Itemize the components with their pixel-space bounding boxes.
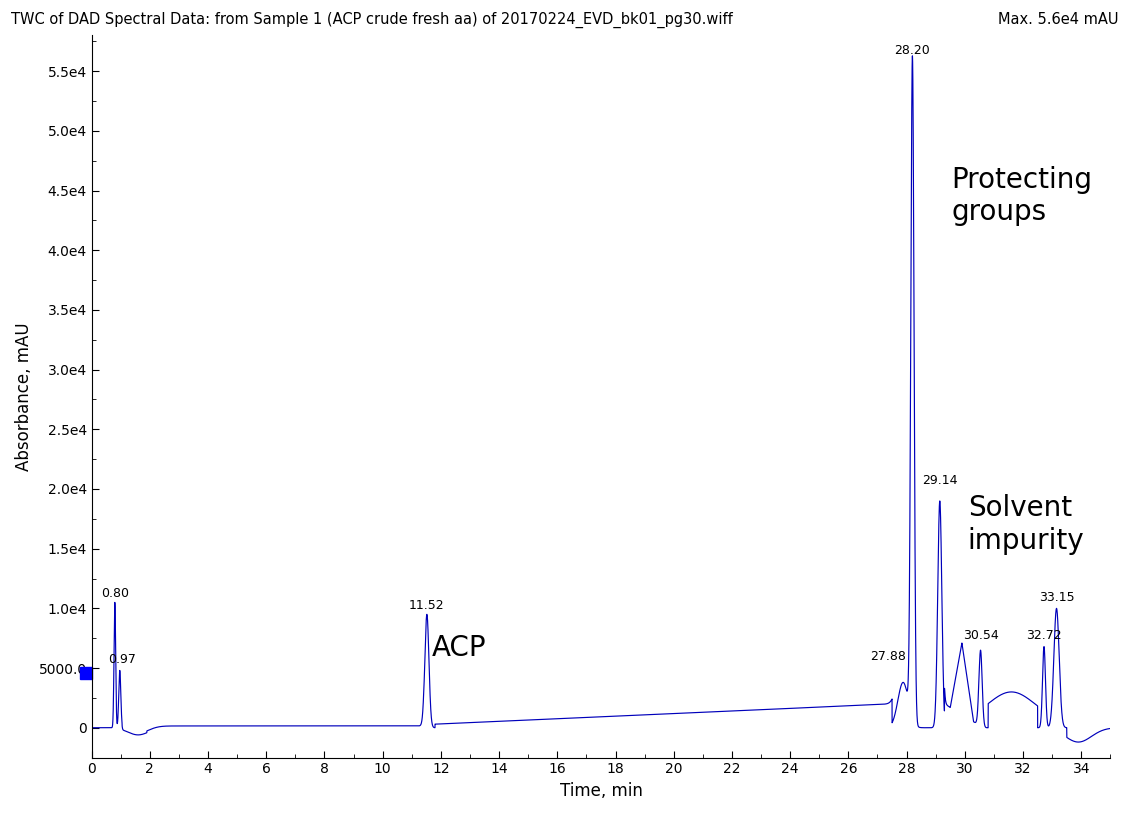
Text: ACP: ACP	[432, 634, 487, 662]
Text: Max. 5.6e4 mAU: Max. 5.6e4 mAU	[998, 12, 1119, 27]
Text: 33.15: 33.15	[1038, 591, 1075, 604]
Text: Protecting
groups: Protecting groups	[951, 166, 1093, 227]
Text: 32.72: 32.72	[1026, 629, 1062, 642]
Text: Solvent
impurity: Solvent impurity	[967, 494, 1085, 555]
Text: 29.14: 29.14	[922, 474, 957, 487]
Text: 27.88: 27.88	[870, 650, 906, 663]
Text: 0.80: 0.80	[101, 587, 129, 600]
Text: 0.97: 0.97	[108, 654, 136, 667]
Text: 30.54: 30.54	[963, 629, 999, 642]
Text: TWC of DAD Spectral Data: from Sample 1 (ACP crude fresh aa) of 20170224_EVD_bk0: TWC of DAD Spectral Data: from Sample 1 …	[11, 12, 733, 29]
Text: 11.52: 11.52	[409, 599, 445, 612]
X-axis label: Time, min: Time, min	[559, 782, 642, 800]
Y-axis label: Absorbance, mAU: Absorbance, mAU	[15, 322, 33, 471]
Text: 28.20: 28.20	[895, 44, 930, 57]
